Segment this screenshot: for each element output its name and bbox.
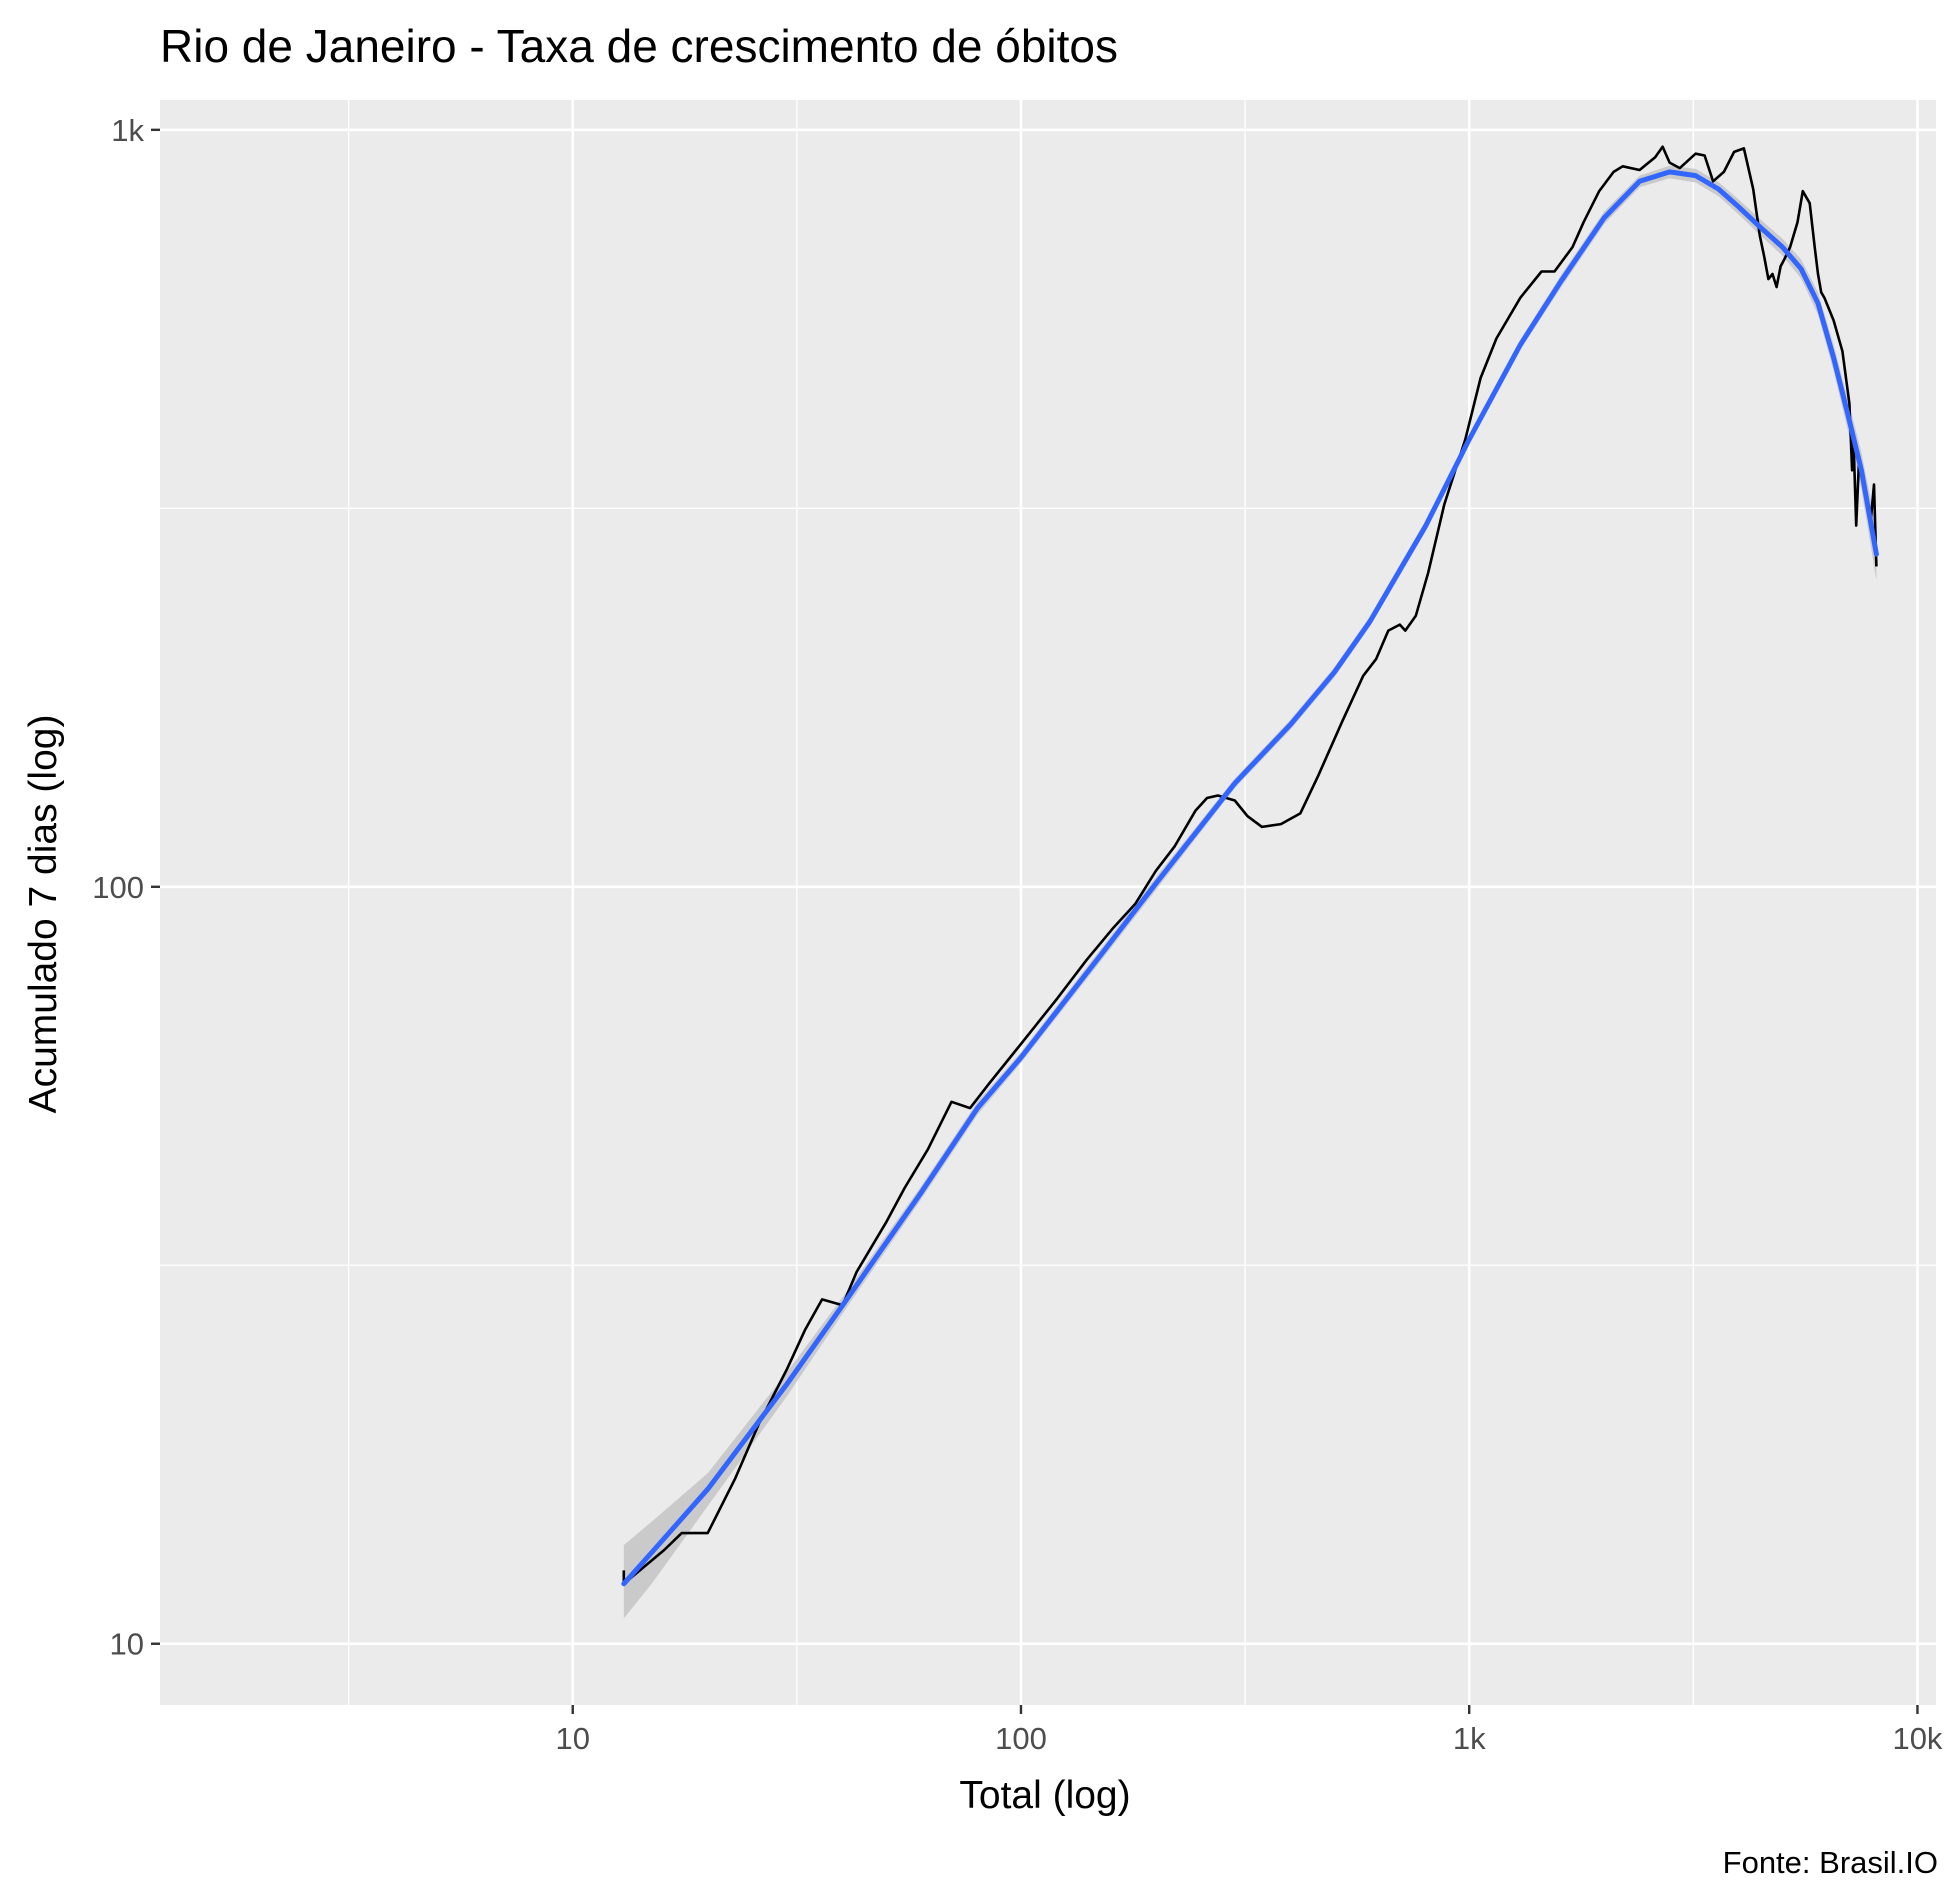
x-axis-title: Total (log) xyxy=(959,1774,1130,1817)
plot-panel xyxy=(160,100,1936,1705)
chart-title: Rio de Janeiro - Taxa de crescimento de … xyxy=(160,20,1118,72)
y-tick-label: 1k xyxy=(111,113,144,148)
axis-ticks: 10 100 1k 10k 10 100 1k xyxy=(92,113,1943,1756)
y-tick-label: 100 xyxy=(92,870,144,905)
smooth-trend-line xyxy=(621,169,1879,1587)
chart-caption: Fonte: Brasil.IO xyxy=(1723,1845,1938,1880)
observed-series-line xyxy=(622,145,1878,1586)
x-tick-label: 100 xyxy=(995,1721,1047,1756)
y-tick-label: 10 xyxy=(110,1627,144,1662)
x-tick-label: 10k xyxy=(1892,1721,1942,1756)
y-axis-title: Acumulado 7 dias (log) xyxy=(22,715,65,1114)
minor-gridlines xyxy=(160,100,1936,1705)
major-gridlines xyxy=(160,100,1936,1705)
x-tick-label: 10 xyxy=(556,1721,590,1756)
x-tick-label: 1k xyxy=(1453,1721,1486,1756)
